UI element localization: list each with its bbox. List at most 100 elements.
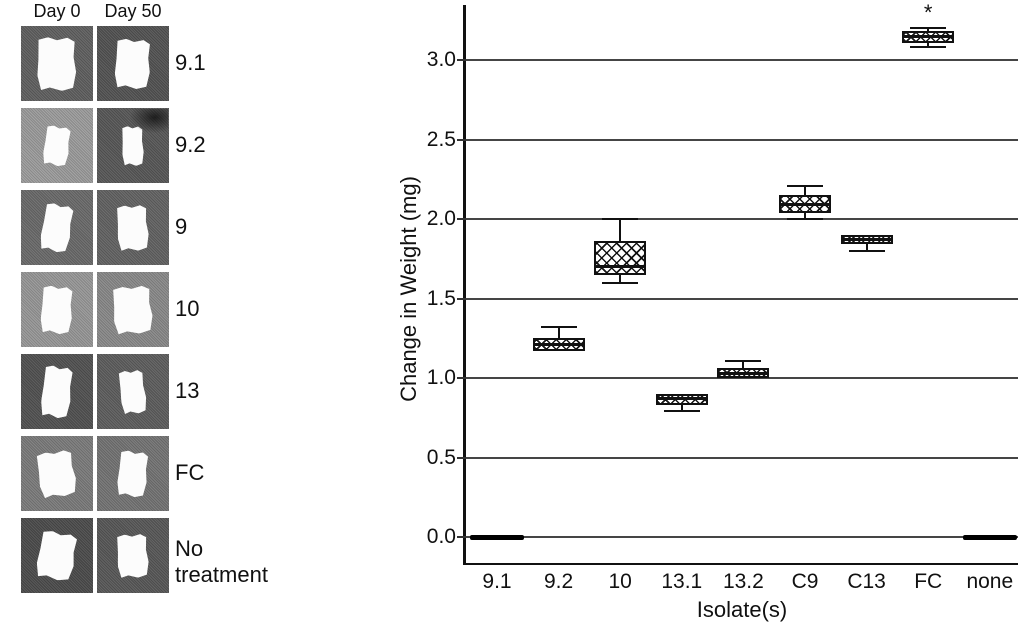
- x-axis-line: [463, 563, 1018, 565]
- cotton-piece: [115, 532, 151, 579]
- cotton-piece: [116, 450, 149, 498]
- whisker-upper-stem-13.2: [742, 360, 745, 369]
- y-tick-mark: [457, 456, 466, 459]
- photo-day50-6: [97, 436, 169, 511]
- dark-smudge: [130, 109, 168, 133]
- whisker-upper-cap-9.2: [540, 326, 577, 329]
- flat-series-none: [962, 535, 1017, 540]
- whisker-upper-cap-C9: [787, 184, 823, 187]
- whisker-upper-cap-13.2: [725, 359, 762, 362]
- y-tick-label: 1.5: [426, 286, 456, 310]
- whisker-lower-stem-10: [619, 274, 622, 283]
- whisker-lower-cap-13.1: [663, 410, 700, 413]
- gridline-2.0: [466, 218, 1018, 220]
- cotton-piece: [117, 368, 149, 415]
- whisker-upper-cap-10: [602, 218, 639, 220]
- median-C13: [840, 238, 893, 242]
- y-tick-mark: [457, 218, 466, 220]
- whisker-lower-stem-13.1: [680, 405, 683, 412]
- x-tick-label-13.1: 13.1: [661, 570, 703, 593]
- photo-day50-5: [97, 354, 169, 429]
- x-tick-label-10: 10: [608, 570, 632, 593]
- x-tick-label-9.2: 9.2: [543, 570, 574, 593]
- cotton-piece: [42, 124, 72, 166]
- y-tick-label: 3.0: [426, 48, 456, 71]
- photo-day50-1: [97, 26, 169, 101]
- photo-row-label: 9.2: [175, 132, 206, 157]
- cotton-piece: [39, 202, 75, 254]
- y-tick-mark: [457, 377, 466, 379]
- gridline-1.0: [466, 377, 1018, 379]
- y-tick-label: 0.5: [426, 445, 456, 469]
- gridline-2.5: [466, 138, 1018, 141]
- photo-day50-7: [97, 518, 169, 593]
- whisker-lower-cap-10: [602, 281, 639, 284]
- box-plot-area: *: [457, 0, 1018, 565]
- whisker-lower-stem-C9: [804, 212, 806, 219]
- x-tick-label-FC: FC: [914, 570, 943, 593]
- whisker-lower-cap-FC: [910, 46, 947, 49]
- whisker-lower-cap-C9: [787, 218, 823, 220]
- photo-row-label: 13: [175, 378, 200, 403]
- median-9.2: [532, 343, 585, 347]
- photo-day0-7: [21, 518, 93, 593]
- whisker-upper-cap-FC: [910, 27, 947, 30]
- photo-row-label: 9: [175, 214, 188, 239]
- photo-day0-2: [21, 108, 93, 183]
- cotton-piece: [115, 203, 151, 252]
- gridline-0.5: [466, 456, 1018, 459]
- photo-day50-4: [97, 272, 169, 347]
- cotton-piece: [34, 448, 79, 500]
- photo-row-label: No treatment: [175, 536, 268, 587]
- median-13.2: [717, 371, 770, 375]
- x-tick-label-13.2: 13.2: [722, 570, 764, 593]
- photo-day0-3: [21, 190, 93, 265]
- x-axis-title: Isolate(s): [696, 597, 788, 622]
- column-header-day50: Day 50: [104, 1, 162, 21]
- x-tick-label-none: none: [966, 570, 1014, 593]
- cotton-piece: [115, 38, 152, 89]
- cotton-piece: [111, 284, 156, 336]
- gridline-0.0: [466, 536, 1018, 538]
- photo-row-label: 10: [175, 296, 200, 321]
- box-10: [594, 241, 647, 275]
- y-tick-label: 2.0: [426, 207, 456, 230]
- whisker-upper-stem-FC: [927, 28, 930, 32]
- photo-day0-1: [21, 26, 93, 101]
- photo-day50-2: [97, 108, 169, 183]
- gridline-3.0: [466, 59, 1018, 61]
- y-axis-line: [463, 5, 466, 563]
- photo-day0-5: [21, 354, 93, 429]
- y-tick-mark: [457, 536, 466, 538]
- photo-day0-4: [21, 272, 93, 347]
- whisker-lower-cap-C13: [848, 249, 885, 252]
- whisker-upper-stem-9.2: [557, 327, 560, 339]
- median-C9: [779, 203, 831, 207]
- whisker-upper-stem-10: [619, 219, 622, 242]
- y-tick-label: 1.0: [426, 366, 456, 389]
- photo-day0-6: [21, 436, 93, 511]
- median-10: [594, 265, 647, 269]
- photo-row-label: FC: [175, 460, 205, 485]
- photo-day50-3: [97, 190, 169, 265]
- column-header-day0: Day 0: [33, 1, 81, 21]
- cotton-piece: [40, 285, 74, 334]
- y-tick-label: 0.0: [426, 525, 456, 548]
- flat-series-9.1: [470, 535, 524, 540]
- gridline-1.5: [466, 297, 1018, 300]
- whisker-upper-stem-C9: [804, 185, 806, 196]
- cotton-piece: [36, 36, 78, 91]
- cotton-piece: [40, 364, 74, 418]
- whisker-lower-stem-C13: [865, 244, 868, 251]
- median-FC: [902, 34, 955, 38]
- y-tick-label: 2.5: [426, 127, 456, 151]
- y-tick-mark: [457, 297, 466, 300]
- x-tick-label-C9: C9: [791, 570, 819, 593]
- significance-asterisk: *: [923, 0, 933, 26]
- photo-panel: Day 0 Day 50 9.1 9.2 9 10 13 FC No treatment: [0, 0, 268, 629]
- x-tick-label-C13: C13: [847, 570, 886, 593]
- x-tick-label-9.1: 9.1: [482, 570, 512, 593]
- photo-row-label: 9.1: [175, 50, 206, 75]
- median-13.1: [655, 397, 708, 401]
